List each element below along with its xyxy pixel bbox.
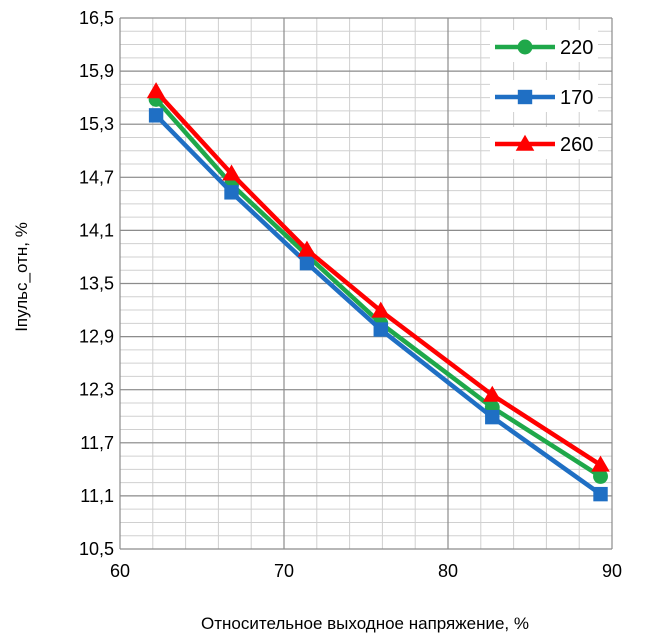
data-point-square (485, 409, 500, 425)
data-point-square (593, 486, 608, 502)
y-tick-label: 11,1 (80, 486, 114, 506)
x-axis-ticks: 60 70 80 90 (110, 561, 622, 581)
data-point-square (224, 185, 239, 200)
y-tick-label: 14,7 (79, 167, 114, 187)
x-tick-label: 60 (110, 561, 130, 581)
data-point-circle (517, 39, 533, 55)
data-point-square (517, 89, 533, 105)
series-line-260 (153, 89, 603, 468)
legend-item-260: 260 (490, 127, 598, 159)
legend-item-170: 170 (490, 80, 598, 112)
major-gridlines (119, 17, 613, 550)
y-tick-label: 14,1 (79, 220, 114, 240)
y-tick-label: 12,3 (79, 380, 114, 400)
data-point-triangle (482, 385, 502, 402)
data-point-triangle (222, 164, 241, 181)
legend-label: 170 (560, 87, 593, 109)
y-tick-label: 10,5 (79, 539, 114, 559)
x-tick-label: 70 (274, 561, 294, 581)
data-point-square (373, 322, 388, 337)
series-170 (148, 108, 608, 502)
data-point-square (148, 108, 164, 123)
series-260 (146, 82, 610, 472)
y-axis-ticks: 10,5 11,1 11,7 12,3 12,9 13,5 14,1 14,7 15,3 15,9… (79, 8, 114, 559)
data-point-circle (593, 468, 608, 484)
data-point-triangle (515, 134, 535, 151)
legend-label: 220 (560, 37, 593, 59)
y-axis-label: Iпульс_отн, % (12, 222, 31, 332)
y-tick-label: 13,5 (79, 274, 114, 294)
x-axis-label: Относительное выходное напряжение, % (201, 614, 529, 633)
legend-label: 260 (560, 134, 593, 156)
data-point-triangle (146, 82, 166, 99)
series-layer (146, 82, 610, 502)
data-point-triangle (297, 240, 317, 257)
y-tick-label: 16,5 (79, 8, 114, 28)
data-point-square (299, 255, 315, 271)
y-tick-label: 11,7 (80, 433, 114, 453)
x-tick-label: 90 (602, 561, 622, 581)
legend: 220 170 260 (490, 30, 598, 159)
series-line-170 (153, 113, 603, 497)
x-tick-label: 80 (438, 561, 458, 581)
y-tick-label: 15,9 (79, 61, 114, 81)
data-point-triangle (371, 301, 391, 318)
y-tick-label: 15,3 (79, 114, 114, 134)
data-point-triangle (591, 455, 610, 472)
series-line-220 (153, 97, 603, 479)
y-tick-label: 12,9 (79, 327, 114, 347)
legend-item-220: 220 (490, 30, 598, 62)
